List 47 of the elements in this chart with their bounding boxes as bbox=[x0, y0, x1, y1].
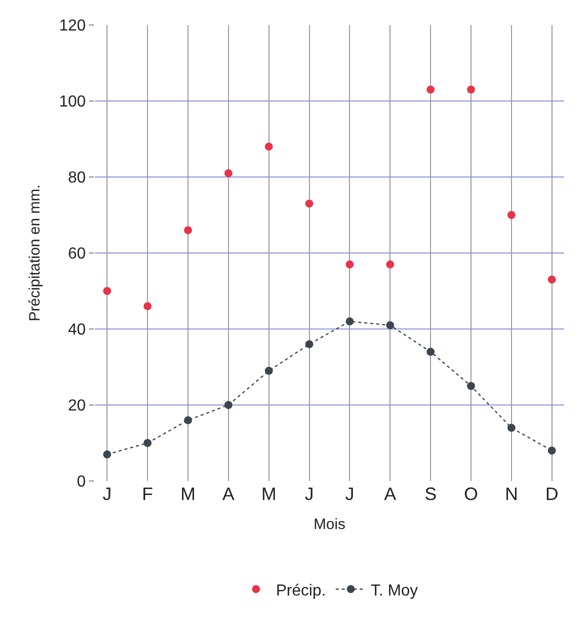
y-tick-label: 20 bbox=[68, 398, 86, 415]
y-tick-label: 60 bbox=[68, 246, 86, 263]
point bbox=[184, 416, 192, 424]
x-axis-title: Mois bbox=[314, 516, 346, 533]
point bbox=[426, 86, 435, 94]
y-tick-label: 80 bbox=[68, 170, 86, 187]
point bbox=[305, 200, 314, 208]
y-tick-label: 120 bbox=[59, 18, 86, 35]
point bbox=[224, 169, 232, 178]
point bbox=[224, 401, 232, 409]
point bbox=[426, 348, 435, 356]
x-tick-label: D bbox=[545, 484, 558, 504]
y-tick-label: 100 bbox=[59, 94, 86, 111]
point bbox=[467, 382, 476, 390]
x-tick-label: A bbox=[222, 484, 234, 504]
point bbox=[184, 226, 192, 234]
point bbox=[386, 260, 394, 268]
x-tick-label: J bbox=[102, 484, 112, 504]
point bbox=[305, 340, 314, 348]
point bbox=[548, 446, 556, 455]
point bbox=[144, 302, 152, 310]
point bbox=[103, 450, 112, 458]
x-tick-label: A bbox=[384, 484, 396, 504]
y-tick-label: 0 bbox=[76, 474, 86, 491]
x-tick-label: J bbox=[345, 484, 354, 504]
x-tick-label: N bbox=[504, 484, 518, 504]
x-tick-label: M bbox=[180, 484, 196, 504]
x-tick-label: O bbox=[464, 484, 478, 504]
point bbox=[264, 366, 273, 375]
point bbox=[144, 439, 152, 447]
point bbox=[386, 321, 394, 330]
x-tick-label: M bbox=[261, 484, 276, 504]
y-tick-label: 40 bbox=[68, 322, 86, 339]
point bbox=[346, 317, 354, 326]
point bbox=[103, 287, 112, 295]
x-tick-label: F bbox=[142, 484, 154, 504]
point bbox=[507, 211, 516, 219]
point bbox=[346, 260, 354, 268]
legend-label: T. Moy bbox=[370, 582, 418, 600]
x-tick-label: S bbox=[424, 484, 437, 504]
point bbox=[548, 276, 556, 284]
legend-label: Précip. bbox=[276, 582, 326, 600]
point bbox=[264, 142, 273, 151]
y-axis-title: Précipitation en mm. bbox=[26, 184, 44, 322]
point bbox=[467, 86, 476, 94]
point bbox=[507, 424, 516, 432]
x-tick-label: J bbox=[304, 484, 314, 504]
